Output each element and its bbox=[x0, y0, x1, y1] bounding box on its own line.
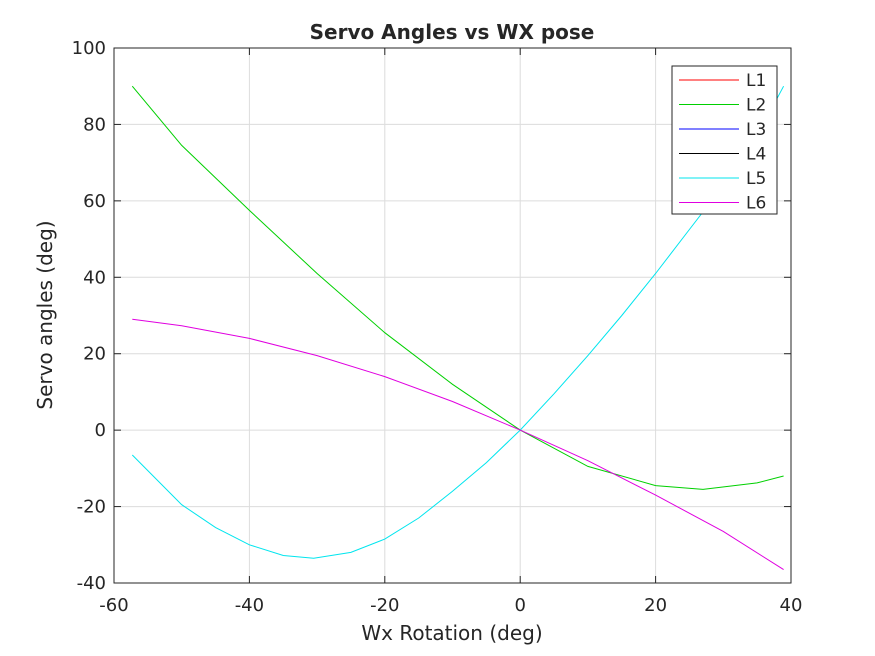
y-tick-label: -40 bbox=[77, 573, 106, 594]
chart-title: Servo Angles vs WX pose bbox=[310, 20, 595, 44]
x-tick-label: 40 bbox=[780, 595, 803, 616]
x-tick-label: 0 bbox=[514, 595, 525, 616]
y-tick-label: 100 bbox=[72, 38, 106, 59]
y-tick-label: 40 bbox=[83, 267, 106, 288]
legend-label-l5: L5 bbox=[746, 169, 766, 189]
x-axis-label: Wx Rotation (deg) bbox=[361, 621, 542, 645]
y-tick-label: 60 bbox=[83, 191, 106, 212]
legend-box bbox=[671, 65, 778, 215]
ticks bbox=[113, 47, 792, 584]
legend-label-l4: L4 bbox=[746, 145, 766, 165]
x-tick-label: -40 bbox=[235, 595, 264, 616]
y-tick-label: -20 bbox=[77, 497, 106, 518]
y-axis-label: Servo angles (deg) bbox=[33, 220, 57, 409]
series-line-l2 bbox=[131, 85, 784, 490]
series-line-l5 bbox=[131, 85, 785, 559]
x-tick-label: -20 bbox=[370, 595, 399, 616]
legend-label-l1: L1 bbox=[746, 71, 766, 91]
legend-label-l3: L3 bbox=[746, 120, 766, 140]
x-tick-label: 20 bbox=[644, 595, 667, 616]
legend-label-l6: L6 bbox=[746, 194, 766, 214]
y-tick-label: 80 bbox=[83, 114, 106, 135]
y-tick-label: 0 bbox=[95, 420, 106, 441]
y-tick-label: 20 bbox=[83, 344, 106, 365]
series-line-l6 bbox=[132, 318, 784, 571]
legend: L1 L2 L3 L4 L5 L6 bbox=[671, 65, 778, 215]
series-layer bbox=[131, 85, 785, 571]
axis-box bbox=[113, 47, 792, 584]
x-tick-label: -60 bbox=[99, 595, 128, 616]
legend-label-l2: L2 bbox=[746, 96, 766, 116]
